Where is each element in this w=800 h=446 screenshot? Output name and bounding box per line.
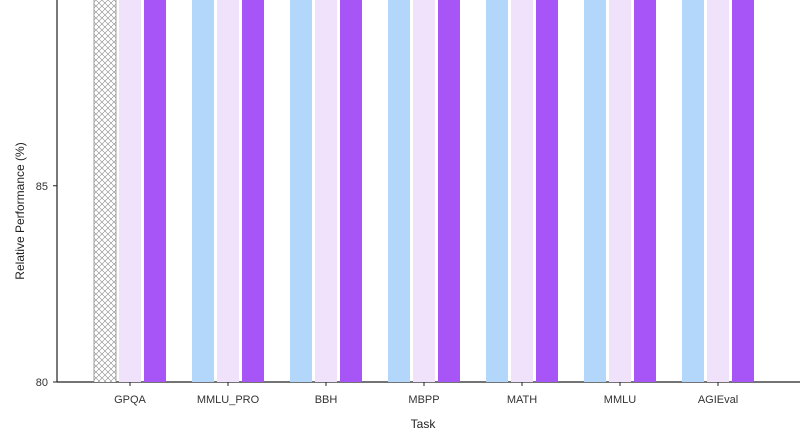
bar xyxy=(340,0,362,382)
bar xyxy=(634,0,656,382)
bar xyxy=(732,0,754,382)
x-tick-label: MBPP xyxy=(408,394,439,406)
x-tick-label: BBH xyxy=(315,394,338,406)
bar xyxy=(682,0,704,382)
bar xyxy=(315,0,337,382)
bar xyxy=(290,0,312,382)
bar xyxy=(609,0,631,382)
bar xyxy=(192,0,214,382)
x-tick-label: AGIEval xyxy=(698,394,738,406)
bar xyxy=(536,0,558,382)
bar xyxy=(438,0,460,382)
x-tick-label: GPQA xyxy=(114,394,146,406)
x-tick-label: MATH xyxy=(507,394,537,406)
bar xyxy=(217,0,239,382)
bar xyxy=(511,0,533,382)
x-tick-label: MMLU xyxy=(604,394,636,406)
bar xyxy=(93,0,117,382)
bar xyxy=(584,0,606,382)
bar xyxy=(144,0,166,382)
y-tick-label: 85 xyxy=(36,181,48,193)
bar xyxy=(486,0,508,382)
bar xyxy=(242,0,264,382)
bar xyxy=(119,0,141,382)
x-axis-title: Task xyxy=(411,417,437,431)
bar xyxy=(707,0,729,382)
y-tick-label: 80 xyxy=(36,377,48,389)
x-tick-label: MMLU_PRO xyxy=(197,394,260,406)
bar xyxy=(388,0,410,382)
bar xyxy=(413,0,435,382)
y-axis-title: Relative Performance (%) xyxy=(13,142,27,279)
axes: 80859095100105110115GPQAMMLU_PROBBHMBPPM… xyxy=(36,0,800,406)
bars xyxy=(93,0,754,382)
